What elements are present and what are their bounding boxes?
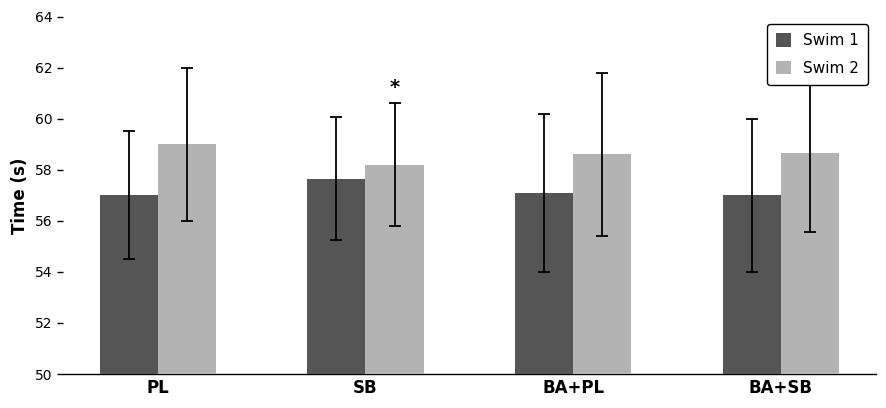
Text: *: *	[389, 78, 400, 97]
Bar	[365, 165, 424, 374]
Bar	[99, 195, 158, 374]
Bar	[158, 144, 215, 374]
Bar	[307, 179, 365, 374]
Bar	[722, 195, 780, 374]
Y-axis label: Time (s): Time (s)	[12, 157, 29, 233]
Bar	[780, 153, 838, 374]
Legend: Swim 1, Swim 2: Swim 1, Swim 2	[766, 24, 867, 85]
Bar	[515, 193, 572, 374]
Bar	[572, 155, 631, 374]
